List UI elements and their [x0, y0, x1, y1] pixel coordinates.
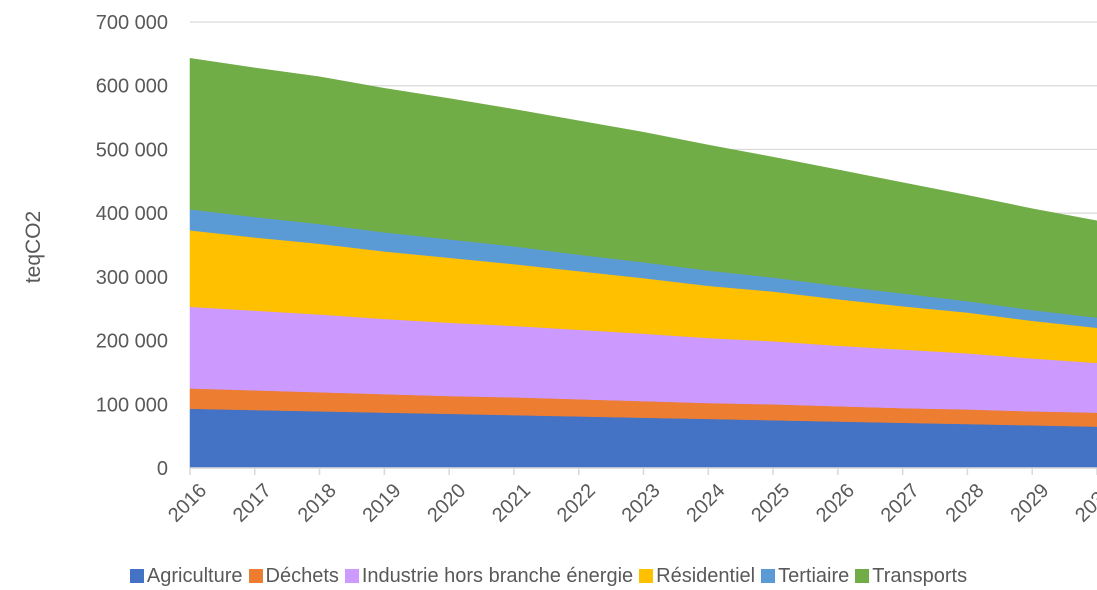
y-tick-label: 0 — [157, 458, 168, 480]
x-tick-label: 2016 — [164, 480, 211, 527]
legend-item: Agriculture — [130, 565, 243, 588]
x-tick-label: 2028 — [942, 480, 989, 527]
legend-swatch — [249, 569, 263, 583]
y-tick-label: 200 000 — [96, 331, 168, 353]
axes — [190, 468, 1097, 475]
area-series — [190, 58, 1097, 468]
y-tick-label: 500 000 — [96, 139, 168, 161]
legend-label: Résidentiel — [656, 565, 755, 588]
y-tick-label: 700 000 — [96, 12, 168, 34]
y-tick-label: 100 000 — [96, 394, 168, 416]
x-tick-label: 2027 — [877, 480, 924, 527]
legend-item: Résidentiel — [639, 565, 755, 588]
x-tick-label: 2026 — [812, 480, 859, 527]
legend-label: Tertiaire — [778, 565, 849, 588]
x-tick-label: 2018 — [294, 480, 341, 527]
x-tick-labels: 2016 2017 2018 2019 2020 2021 2022 2023 2024 2025… — [164, 480, 1097, 527]
legend-swatch — [639, 569, 653, 583]
x-tick-label: 2024 — [682, 480, 729, 527]
y-axis-label: teqCO2 — [22, 211, 45, 283]
y-tick-label: 600 000 — [96, 76, 168, 98]
x-tick-label: 2030 — [1071, 480, 1097, 527]
legend-swatch — [761, 569, 775, 583]
x-tick-label: 2029 — [1006, 480, 1053, 527]
legend-label: Transports — [872, 565, 967, 588]
legend: Agriculture Déchets Industrie hors branche… — [0, 562, 1097, 590]
legend-swatch — [345, 569, 359, 583]
x-tick-label: 2020 — [423, 480, 470, 527]
x-tick-label: 2025 — [747, 480, 794, 527]
stacked-area-chart: 0 100 000 200 000 300 000 400 000 500 000 600 … — [0, 0, 1097, 562]
legend-label: Agriculture — [147, 565, 243, 588]
legend-item: Déchets — [249, 565, 339, 588]
legend-item: Industrie hors branche énergie — [345, 565, 633, 588]
x-tick-label: 2022 — [553, 480, 600, 527]
x-tick-label: 2023 — [618, 480, 665, 527]
x-tick-label: 2021 — [488, 480, 535, 527]
y-tick-label: 400 000 — [96, 203, 168, 225]
legend-swatch — [130, 569, 144, 583]
legend-item: Tertiaire — [761, 565, 849, 588]
y-tick-labels: 0 100 000 200 000 300 000 400 000 500 000 600 … — [96, 12, 168, 480]
legend-label: Déchets — [266, 565, 339, 588]
y-tick-label: 300 000 — [96, 267, 168, 289]
legend-label: Industrie hors branche énergie — [362, 565, 633, 588]
legend-item: Transports — [855, 565, 967, 588]
x-tick-label: 2017 — [229, 480, 276, 527]
legend-swatch — [855, 569, 869, 583]
x-tick-label: 2019 — [358, 480, 405, 527]
